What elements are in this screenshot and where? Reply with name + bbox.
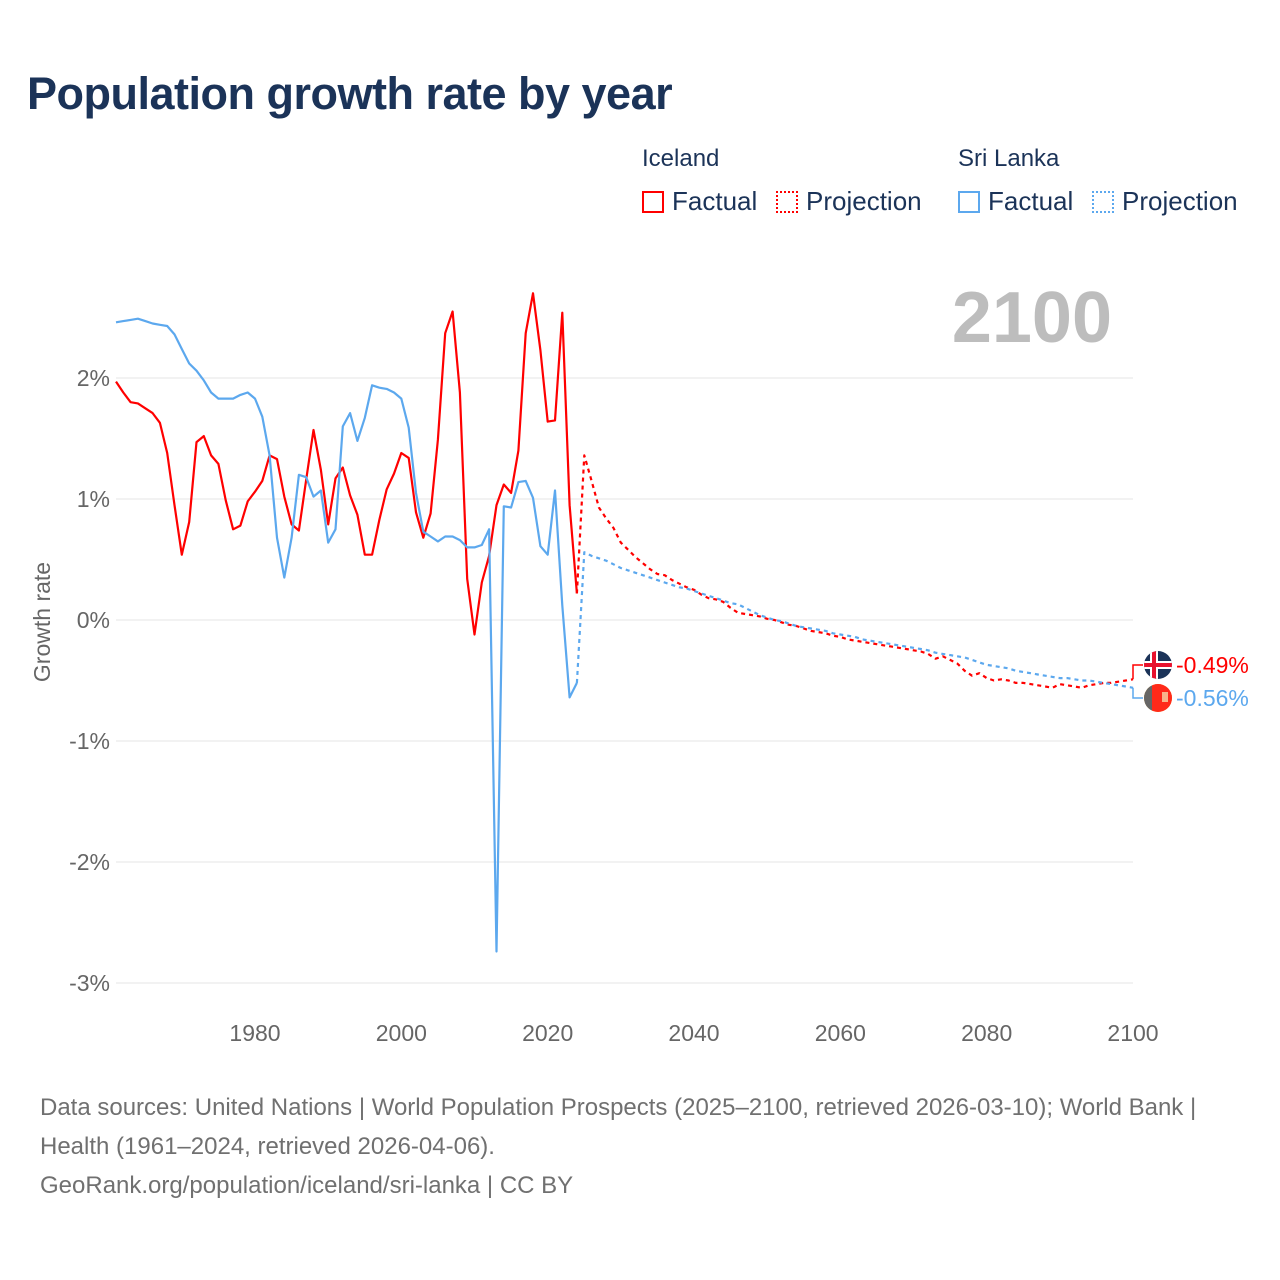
end-label-connector [1132, 664, 1143, 680]
iceland-end-value: -0.49% [1176, 652, 1249, 678]
y-tick-label: -2% [69, 849, 110, 875]
iceland-flag-icon [1144, 651, 1172, 679]
sri-lanka-end-value: -0.56% [1176, 685, 1249, 711]
series-line-iceland-factual [115, 292, 578, 636]
legend-group-iceland: Iceland [642, 145, 720, 172]
x-tick-label: 2100 [1107, 1020, 1158, 1046]
legend-swatch-solid-icon [642, 190, 664, 213]
sri-lanka-flag-icon [1144, 684, 1172, 712]
y-tick-label: -1% [69, 728, 110, 754]
x-tick-label: 1980 [229, 1020, 280, 1046]
y-axis-label: Growth rate [29, 562, 55, 682]
x-tick-label: 2020 [522, 1020, 573, 1046]
legend-label: Factual [672, 186, 758, 216]
legend-group-sri-lanka: Sri Lanka [958, 145, 1060, 172]
legend-label: Factual [988, 186, 1074, 216]
legend-swatch-dotted-icon [776, 190, 798, 213]
series-line-sri-lanka-factual [115, 317, 578, 953]
y-tick-label: -3% [69, 970, 110, 996]
legend-sri-lanka-factual[interactable]: Factual [958, 186, 1073, 217]
x-tick-label: 2040 [668, 1020, 719, 1046]
y-tick-label: 1% [77, 486, 110, 512]
year-watermark: 2100 [952, 278, 1112, 358]
legend-iceland-projection[interactable]: Projection [776, 186, 922, 217]
legend-swatch-dotted-icon [1092, 190, 1114, 213]
legend-iceland-factual[interactable]: Factual [642, 186, 757, 217]
legend-label: Projection [1122, 186, 1238, 216]
x-tick-label: 2060 [815, 1020, 866, 1046]
x-tick-label: 2080 [961, 1020, 1012, 1046]
footer: Data sources: United Nations | World Pop… [40, 1088, 1240, 1205]
credit-link[interactable]: GeoRank.org/population/iceland/sri-lanka… [40, 1172, 574, 1199]
y-tick-label: 0% [77, 607, 110, 633]
legend-swatch-solid-icon [958, 190, 980, 213]
y-tick-label: 2% [77, 365, 110, 391]
data-sources: Data sources: United Nations | World Pop… [40, 1094, 1197, 1160]
legend-label: Projection [806, 186, 922, 216]
end-label-connector [1132, 687, 1143, 699]
chart-title: Population growth rate by year [27, 68, 673, 119]
legend-sri-lanka-projection[interactable]: Projection [1092, 186, 1238, 217]
series-line-iceland-projection [575, 454, 1134, 689]
x-tick-label: 2000 [376, 1020, 427, 1046]
